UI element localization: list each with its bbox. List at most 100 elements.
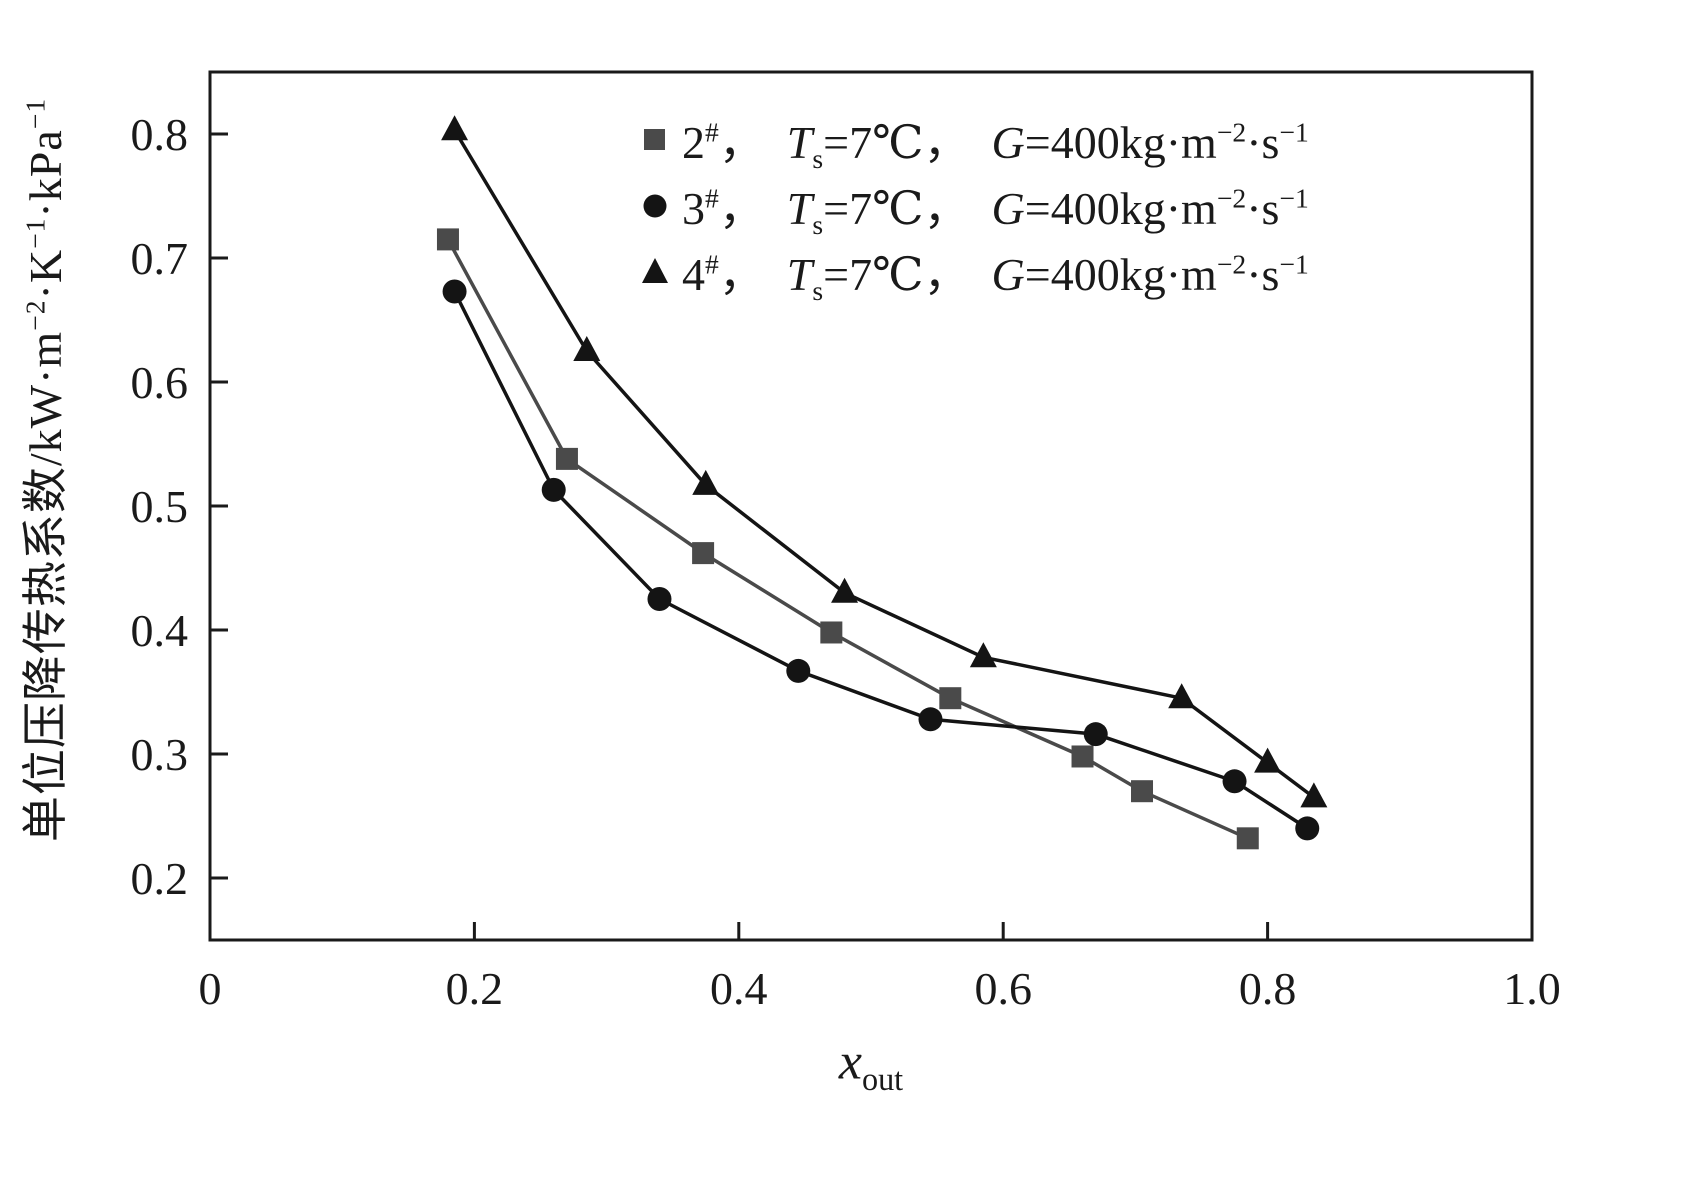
legend-T-subscript: s [812,275,824,307]
circle-marker-shape [643,194,667,218]
legend-G-exp: −1 [1279,248,1309,280]
series-2-marker [692,542,715,565]
series-2-marker [555,447,578,470]
legend-comma: ， [923,117,970,168]
y-tick-label: 0.4 [131,605,189,656]
legend-T-symbol: T [786,117,813,168]
legend-G-exp: −2 [1216,248,1247,280]
y-tick-label: 0.2 [131,853,189,904]
legend-comma: ， [718,249,765,300]
y-label-text: ·K [20,248,71,300]
series-3-marker [918,707,943,732]
y-label-exp: −2 [19,299,51,331]
x-tick-label: 0.4 [710,963,768,1014]
legend-item-4: 4#， Ts=7℃， G=400kg·m−2·s−1 [640,238,1309,304]
legend-T-subscript: s [812,209,824,241]
series-3-marker [1083,722,1108,747]
legend-T-value: =7℃ [823,249,924,300]
series-2-marker [820,621,843,644]
series-2-marker [939,687,962,710]
legend-label: 2#， Ts=7℃， G=400kg·m−2·s−1 [682,106,1309,172]
series-2-marker [436,228,459,251]
series-4-marker [573,336,601,361]
x-tick-label: 1.0 [1503,963,1561,1014]
legend-T-symbol: T [786,249,813,300]
legend-G-symbol: G [991,117,1025,168]
y-label-exp: −1 [19,97,51,130]
legend-series-id: 4 [682,249,705,300]
legend: 2#， Ts=7℃， G=400kg·m−2·s−1 3#， Ts=7℃， G=400k… [640,106,1309,304]
x-tick-label: 0.8 [1239,963,1297,1014]
series-4-marker [1254,747,1282,773]
legend-G-exp: −1 [1279,182,1309,214]
legend-G-unit: ·s [1246,183,1280,234]
x-tick-label: 0 [199,963,222,1014]
triangle-marker-icon [642,258,668,283]
y-label-text: 单位压降传热系数/kW·m [20,330,71,843]
y-tick-label: 0.8 [131,109,189,160]
square-marker-shape [644,129,665,150]
legend-comma: ， [718,117,765,168]
series-2-marker [1236,827,1259,850]
series-3-line [453,290,1309,830]
legend-T-value: =7℃ [823,117,924,168]
y-tick-label: 0.5 [131,481,189,532]
y-tick-label: 0.6 [131,357,189,408]
series-2-marker [1131,780,1154,803]
legend-item-3: 3#， Ts=7℃， G=400kg·m−2·s−1 [640,172,1309,238]
series-3-marker [647,587,672,611]
legend-G-unit: ·s [1246,249,1280,300]
y-label-exp: −1 [19,217,51,249]
legend-G-symbol: G [991,249,1025,300]
legend-G-unit: ·s [1246,117,1280,168]
legend-G-exp: −1 [1279,116,1309,148]
legend-G-value: =400kg·m [1024,249,1217,300]
series-2-line [446,238,1249,840]
series-4-line [453,129,1315,799]
series-4-marker [969,642,997,668]
legend-hash: # [705,116,719,148]
square-marker-icon [644,129,665,150]
legend-G-exp: −2 [1216,182,1247,214]
series-2-marker [1071,745,1094,768]
x-axis-label: xout [838,1033,903,1096]
series-3-marker [541,477,566,502]
series-4-marker [441,115,469,141]
circle-marker-icon [643,194,667,218]
legend-G-value: =400kg·m [1024,117,1217,168]
legend-series-id: 3 [682,183,705,234]
legend-G-exp: −2 [1216,116,1247,148]
y-tick-label: 0.7 [131,233,189,284]
series-3-marker [1295,816,1320,841]
y-label-text: ·kPa [20,129,71,218]
legend-comma: ， [923,249,970,300]
x-tick-label: 0.6 [974,963,1032,1014]
series-3-marker [786,658,811,683]
legend-T-symbol: T [786,183,813,234]
legend-label: 3#， Ts=7℃， G=400kg·m−2·s−1 [682,172,1309,238]
legend-label: 4#， Ts=7℃， G=400kg·m−2·s−1 [682,238,1309,304]
series-4-marker [1300,782,1328,808]
series-3-marker [1222,769,1247,794]
legend-series-id: 2 [682,117,705,168]
legend-T-value: =7℃ [823,183,924,234]
triangle-marker-shape [642,258,668,283]
legend-G-value: =400kg·m [1024,183,1217,234]
legend-hash: # [705,182,719,214]
y-axis-label: 单位压降传热系数/kW·m−2·K−1·kPa−1 [9,98,75,842]
legend-hash: # [705,248,719,280]
y-tick-label: 0.3 [131,729,189,780]
legend-T-subscript: s [812,143,824,175]
series-3-marker [442,279,467,304]
x-tick-label: 0.2 [446,963,504,1014]
x-label-symbol: x [838,1033,862,1091]
legend-G-symbol: G [991,183,1025,234]
series-4-marker [692,469,720,495]
x-label-subscript: out [861,1060,904,1097]
legend-item-2: 2#， Ts=7℃， G=400kg·m−2·s−1 [640,106,1309,172]
legend-comma: ， [718,183,765,234]
series-4-marker [1168,683,1196,709]
series-4-marker [831,577,859,603]
